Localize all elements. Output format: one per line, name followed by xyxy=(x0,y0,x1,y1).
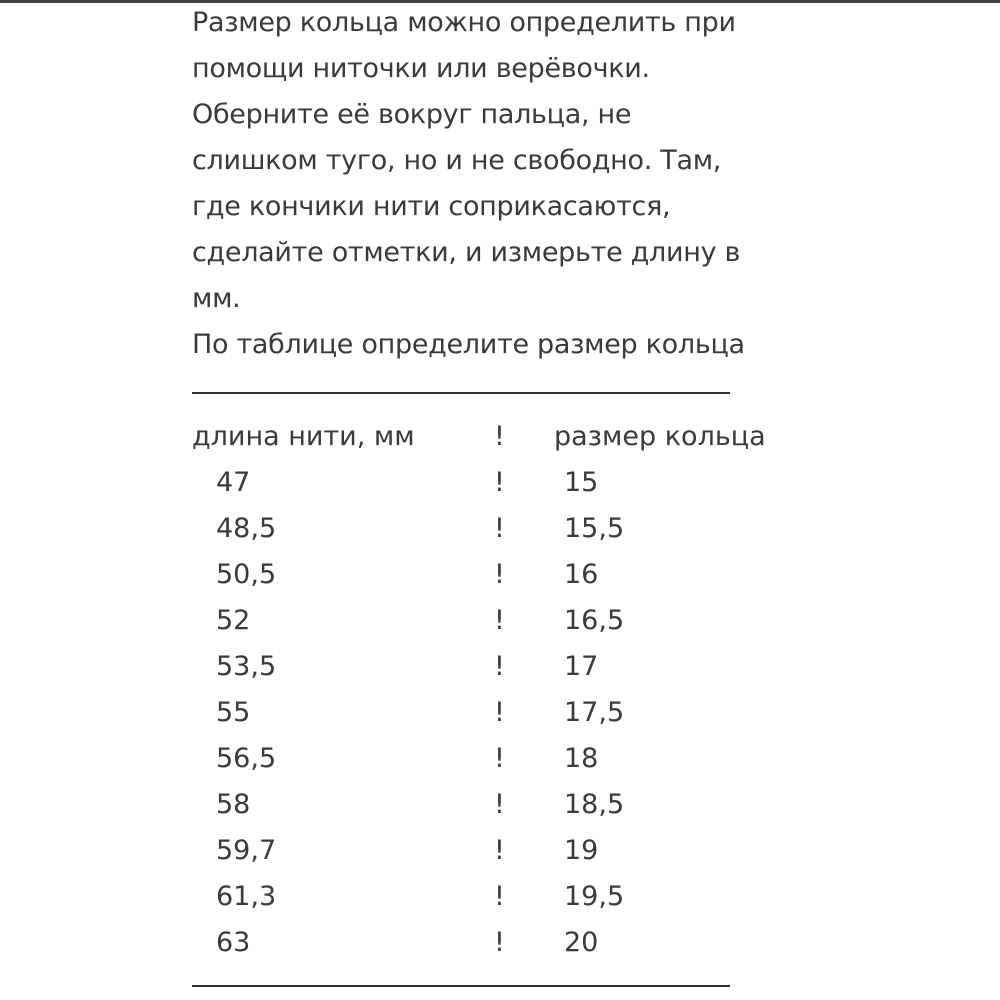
instruction-line: Оберните её вокруг пальца, не xyxy=(192,99,632,130)
size-cell: 20 xyxy=(564,927,599,958)
table-row: 61,3! 19,5 xyxy=(192,874,832,920)
separator-cell: ! xyxy=(494,651,505,682)
separator-cell: ! xyxy=(494,559,505,590)
instruction-line: помощи ниточки или верёвочки. xyxy=(192,53,650,84)
instructions: Размер кольца можно определить при помощ… xyxy=(192,0,832,368)
table-row: 56,5! 18 xyxy=(192,736,832,782)
header-separator: ! xyxy=(494,421,505,452)
size-cell: 18,5 xyxy=(564,789,625,820)
table-row: 63! 20 xyxy=(192,920,832,966)
table-row: 50,5! 16 xyxy=(192,552,832,598)
table-top-divider xyxy=(192,392,730,394)
length-cell: 52 xyxy=(216,605,251,636)
separator-cell: ! xyxy=(494,467,505,498)
separator-cell: ! xyxy=(494,881,505,912)
instruction-line: По таблице определите размер кольца xyxy=(192,329,745,360)
separator-cell: ! xyxy=(494,605,505,636)
table-row: 53,5! 17 xyxy=(192,644,832,690)
length-cell: 56,5 xyxy=(216,743,277,774)
table-row: 58! 18,5 xyxy=(192,782,832,828)
table-row: 55! 17,5 xyxy=(192,690,832,736)
separator-cell: ! xyxy=(494,789,505,820)
top-divider xyxy=(0,0,1000,3)
size-cell: 17,5 xyxy=(564,697,625,728)
table-header: длина нити, мм ! размер кольца xyxy=(192,414,832,460)
length-cell: 58 xyxy=(216,789,251,820)
length-cell: 47 xyxy=(216,467,251,498)
separator-cell: ! xyxy=(494,513,505,544)
length-cell: 48,5 xyxy=(216,513,277,544)
length-cell: 59,7 xyxy=(216,835,277,866)
length-cell: 55 xyxy=(216,697,251,728)
size-cell: 18 xyxy=(564,743,599,774)
header-length: длина нити, мм xyxy=(192,421,415,452)
table-row: 48,5! 15,5 xyxy=(192,506,832,552)
table-bottom-divider xyxy=(192,985,730,987)
size-cell: 15 xyxy=(564,467,599,498)
length-cell: 53,5 xyxy=(216,651,277,682)
size-cell: 19,5 xyxy=(564,881,625,912)
size-cell: 17 xyxy=(564,651,599,682)
instruction-line: сделайте отметки, и измерьте длину в xyxy=(192,237,741,268)
separator-cell: ! xyxy=(494,927,505,958)
size-cell: 15,5 xyxy=(564,513,625,544)
length-cell: 50,5 xyxy=(216,559,277,590)
length-cell: 61,3 xyxy=(216,881,277,912)
instruction-line: мм. xyxy=(192,283,241,314)
size-cell: 16,5 xyxy=(564,605,625,636)
size-cell: 16 xyxy=(564,559,599,590)
instruction-line: слишком туго, но и не свободно. Там, xyxy=(192,145,722,176)
table-row: 47! 15 xyxy=(192,460,832,506)
table-row: 59,7! 19 xyxy=(192,828,832,874)
table-row: 52! 16,5 xyxy=(192,598,832,644)
header-size: размер кольца xyxy=(554,421,766,452)
instruction-line: где кончики нити соприкасаются, xyxy=(192,191,671,222)
separator-cell: ! xyxy=(494,835,505,866)
separator-cell: ! xyxy=(494,743,505,774)
length-cell: 63 xyxy=(216,927,251,958)
instruction-line: Размер кольца можно определить при xyxy=(192,7,736,38)
ring-size-table: длина нити, мм ! размер кольца 47! 15 48,5… xyxy=(192,414,832,966)
size-cell: 19 xyxy=(564,835,599,866)
separator-cell: ! xyxy=(494,697,505,728)
